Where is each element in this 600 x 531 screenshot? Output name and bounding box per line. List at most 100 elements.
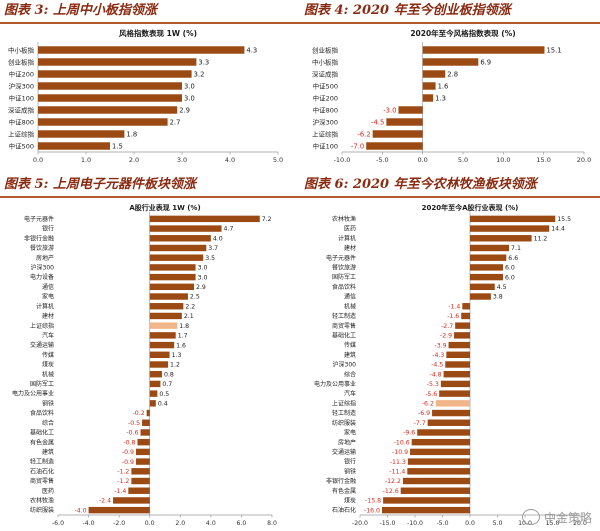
bar <box>422 94 434 102</box>
value-label: 3.8 <box>493 294 503 301</box>
value-label: -7.0 <box>351 142 364 150</box>
bar <box>435 400 470 407</box>
value-label: 0.5 <box>159 391 169 398</box>
title-rule <box>0 196 300 198</box>
value-label: -1.2 <box>117 468 129 475</box>
bar <box>149 264 196 271</box>
category-label: 电力及公用事业 <box>12 390 54 398</box>
x-tick-label: -20.0 <box>352 520 368 527</box>
x-tick-label: 5.0 <box>493 520 503 527</box>
value-label: 1.3 <box>172 352 182 359</box>
value-label: -0.9 <box>122 449 134 456</box>
x-tick-label: -15.0 <box>379 520 395 527</box>
category-label: 上证综指 <box>8 129 35 138</box>
bar-chart: 风格指数表现 1W (%) 0.0 1.0 2.0 3.0 4.0 5.0 中小板指 4.3 创业… <box>8 28 283 164</box>
bar <box>149 361 169 368</box>
value-label: 7.2 <box>262 216 272 223</box>
bar <box>149 390 158 397</box>
value-label: -7.7 <box>414 420 426 427</box>
value-label: -0.5 <box>128 420 140 427</box>
bar <box>422 46 545 54</box>
bar <box>128 487 150 494</box>
x-tick-label: -2.0 <box>113 520 125 527</box>
x-tick-label: 2.0 <box>175 520 185 527</box>
value-label: 2.7 <box>170 118 181 126</box>
bar <box>38 118 168 126</box>
x-tick-label: 4.0 <box>225 156 235 164</box>
bar <box>149 341 175 349</box>
category-label: 商贸零售 <box>332 322 356 330</box>
figure-label: 图表 3: 上周中小板指领涨 <box>4 3 157 18</box>
bar <box>422 82 436 90</box>
category-label: 中证800 <box>9 117 34 126</box>
bar <box>470 244 510 252</box>
bar <box>149 244 207 252</box>
value-label: -5.6 <box>425 391 437 398</box>
bar <box>137 438 150 446</box>
x-tick-label: -10.0 <box>407 520 423 527</box>
bar <box>411 438 470 446</box>
category-label: 餐饮旅游 <box>332 264 356 272</box>
figure-label: 图表 5: 上周电子元器件板块领涨 <box>4 177 196 192</box>
category-label: 煤炭 <box>42 361 54 369</box>
category-label: 计算机 <box>36 302 54 310</box>
value-label: 3.2 <box>194 70 205 78</box>
title-rule <box>0 22 300 24</box>
bar <box>135 448 150 456</box>
value-label: 1.6 <box>438 82 449 90</box>
x-tick-label: 0.0 <box>417 156 427 164</box>
bar <box>446 351 470 358</box>
bar <box>149 351 170 358</box>
x-tick-label: 0.0 <box>465 520 475 527</box>
bar <box>149 273 196 281</box>
value-label: 6.6 <box>508 255 518 262</box>
value-label: -4.0 <box>74 507 86 514</box>
value-label: 1.8 <box>126 130 137 138</box>
value-label: 1.8 <box>179 323 189 330</box>
value-label: -9.6 <box>403 430 415 437</box>
bar <box>407 468 470 475</box>
bar-chart: 2020年至今风格指数表现 (%) -10.0 -5.0 0.0 5.0 10.0 15.0… <box>312 28 591 164</box>
value-label: 3.3 <box>198 58 209 66</box>
value-label: -12.6 <box>383 488 399 495</box>
x-tick-label: 2.0 <box>129 156 139 164</box>
value-label: 0.8 <box>164 371 174 378</box>
category-label: 医药 <box>42 487 54 495</box>
category-label: 房地产 <box>36 254 54 262</box>
x-tick-label: 1.0 <box>81 156 91 164</box>
category-label: 非银行金融 <box>326 477 356 485</box>
value-label: 2.5 <box>190 294 200 301</box>
value-label: 4.7 <box>224 226 234 233</box>
category-label: 非银行金融 <box>24 234 54 242</box>
category-label: 基础化工 <box>30 429 54 437</box>
bar <box>470 254 507 261</box>
value-label: 2.1 <box>184 313 194 320</box>
value-label: 15.1 <box>546 46 561 54</box>
chart-panel-chinext: 图表 4: 2020 年至今创业板指领涨 2020年至今风格指数表现 (%) -1… <box>300 0 600 172</box>
category-label: 中证500 <box>313 81 338 90</box>
category-label: 医药 <box>344 225 356 233</box>
category-label: 中小板指 <box>8 45 35 54</box>
value-label: 3.0 <box>198 274 208 281</box>
bar <box>386 118 423 126</box>
category-label: 餐饮旅游 <box>30 244 54 252</box>
value-label: -0.2 <box>133 410 145 417</box>
bar <box>470 273 503 281</box>
value-label: 1.7 <box>178 333 188 340</box>
bar <box>372 130 423 138</box>
x-tick-label: 15.0 <box>536 156 550 164</box>
bar <box>38 106 178 114</box>
bar <box>149 254 204 261</box>
category-label: 汽车 <box>344 390 356 398</box>
bar <box>470 215 556 223</box>
x-tick-label: 0.0 <box>33 156 43 164</box>
wechat-icon <box>521 509 540 525</box>
bar <box>470 283 495 291</box>
bar <box>470 225 550 232</box>
x-tick-label: 6.0 <box>237 520 247 527</box>
title-rule <box>300 196 600 198</box>
category-label: 国防军工 <box>332 273 356 281</box>
watermark: 中金策略 <box>521 507 592 527</box>
category-label: 综合 <box>42 419 54 427</box>
category-label: 食品饮料 <box>332 283 356 291</box>
